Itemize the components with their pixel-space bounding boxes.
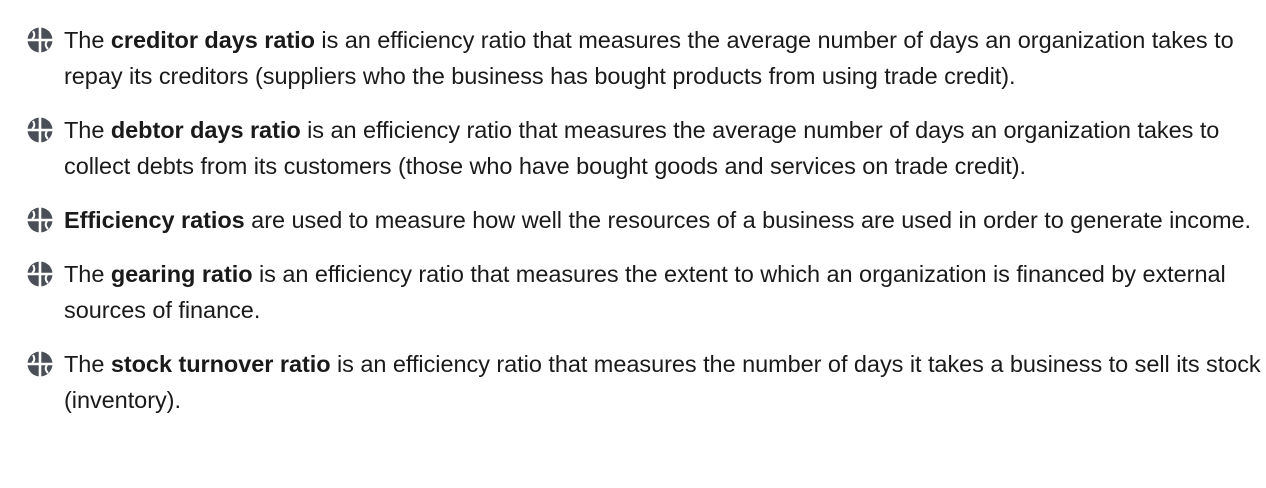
definition-term: creditor days ratio <box>110 27 315 53</box>
definition-term: gearing ratio <box>110 261 253 287</box>
definition-list: The creditor days ratio is an efficiency… <box>26 22 1262 436</box>
definition-term: debtor days ratio <box>110 117 301 143</box>
definition-text: is an efficiency ratio that measures the… <box>64 27 1234 89</box>
definition-text: is an efficiency ratio that measures the… <box>64 351 1261 413</box>
definition-item-stock-turnover: The stock turnover ratio is an efficienc… <box>26 346 1262 418</box>
definition-prefix: The <box>64 27 111 53</box>
definition-prefix: The <box>64 261 111 287</box>
definition-prefix: The <box>64 351 111 377</box>
globe-bullet-icon <box>27 351 53 377</box>
definition-text: is an efficiency ratio that measures the… <box>64 117 1220 179</box>
definition-term: Efficiency ratios <box>64 207 245 233</box>
globe-bullet-icon <box>27 117 53 143</box>
definition-prefix: The <box>64 117 111 143</box>
definition-item-debtor-days: The debtor days ratio is an efficiency r… <box>26 112 1262 184</box>
definition-item-efficiency-ratios: Efficiency ratios are used to measure ho… <box>26 202 1262 238</box>
globe-bullet-icon <box>27 27 53 53</box>
globe-bullet-icon <box>27 261 53 287</box>
definition-item-creditor-days: The creditor days ratio is an efficiency… <box>26 22 1262 94</box>
definition-text: are used to measure how well the resourc… <box>244 207 1252 233</box>
definition-text: is an efficiency ratio that measures the… <box>64 261 1226 323</box>
definition-term: stock turnover ratio <box>110 351 331 377</box>
definition-item-gearing-ratio: The gearing ratio is an efficiency ratio… <box>26 256 1262 328</box>
globe-bullet-icon <box>27 207 53 233</box>
